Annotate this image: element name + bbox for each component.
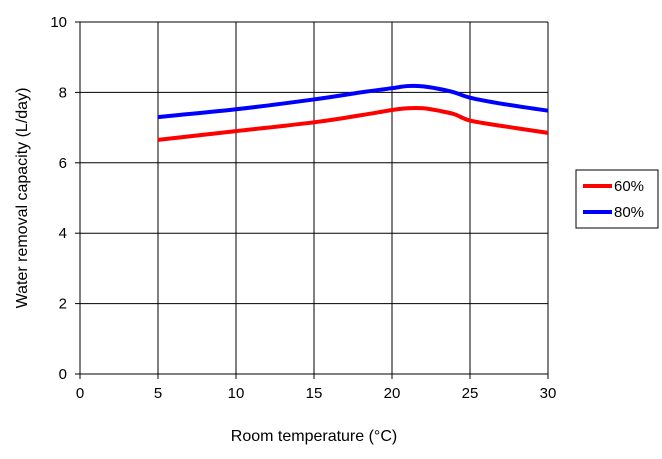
y-tick-label: 2 xyxy=(59,296,67,313)
y-tick-label: 10 xyxy=(50,14,67,31)
series-line-80pct xyxy=(157,83,549,120)
legend-label: 60% xyxy=(614,178,644,195)
grid-lines xyxy=(80,21,549,374)
y-tick-label: 4 xyxy=(59,225,67,242)
x-tick-label: 10 xyxy=(228,385,245,402)
x-tick-label: 30 xyxy=(540,385,557,402)
axes: 0 5 10 15 20 25 30 0 2 4 6 8 10 xyxy=(50,14,556,402)
series-layer xyxy=(157,83,549,142)
x-tick-label: 20 xyxy=(384,385,401,402)
y-tick-label: 6 xyxy=(59,155,67,172)
legend-label: 80% xyxy=(614,204,644,221)
y-tick-label: 0 xyxy=(59,366,67,383)
y-tick-label: 8 xyxy=(59,84,67,101)
x-tick-label: 5 xyxy=(154,385,162,402)
x-tick-label: 15 xyxy=(306,385,323,402)
x-tick-label: 25 xyxy=(462,385,479,402)
legend-box xyxy=(575,169,659,229)
x-axis-title: Room temperature (°C) xyxy=(231,428,397,445)
y-axis-title: Water removal capacity (L/day) xyxy=(14,88,31,309)
legend: 60% 80% xyxy=(575,169,659,229)
series-line-60pct xyxy=(157,105,549,142)
x-tick-label: 0 xyxy=(76,385,84,402)
